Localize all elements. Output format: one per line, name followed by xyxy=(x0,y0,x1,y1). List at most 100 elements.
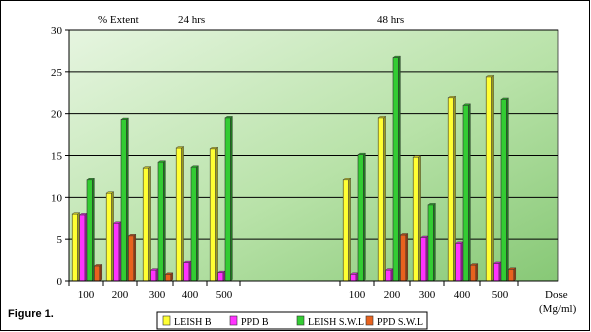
bar-front xyxy=(120,119,127,282)
y-tick-label: 25 xyxy=(51,67,63,79)
bar-front xyxy=(455,243,462,282)
bar-ppd-s-w-l-2 xyxy=(164,272,174,282)
bar-leish-b-4 xyxy=(209,146,219,282)
bar-side xyxy=(215,146,218,282)
bar-front xyxy=(142,167,149,282)
x-tick-label: 200 xyxy=(112,289,129,301)
bar-top xyxy=(164,272,174,275)
bar-leish-s-w-l-7 xyxy=(427,202,436,282)
bar-front xyxy=(209,148,216,282)
bars xyxy=(71,55,517,282)
bar-side xyxy=(363,152,366,282)
y-axis-title: % Extent xyxy=(98,14,139,26)
bar-front xyxy=(79,214,86,282)
bar-ppd-b-7 xyxy=(420,235,429,282)
bar-ppd-b-8 xyxy=(455,241,464,282)
bar-front xyxy=(71,213,78,282)
bar-leish-s-w-l-2 xyxy=(157,160,166,282)
bar-front xyxy=(157,161,164,282)
bar-front xyxy=(357,154,364,282)
bar-side xyxy=(230,115,233,282)
legend-swatch xyxy=(229,315,238,326)
bar-side xyxy=(405,233,408,282)
x-tick-label: 300 xyxy=(419,289,436,301)
bar-ppd-s-w-l-9 xyxy=(507,267,517,282)
bar-front xyxy=(462,105,469,282)
x-axis-label: Dose xyxy=(545,289,568,301)
bar-top xyxy=(71,212,81,215)
bar-leish-s-w-l-8 xyxy=(462,103,471,282)
bar-front xyxy=(224,117,231,282)
bar-side xyxy=(491,74,494,282)
legend: LEISH B PPD B LEISH S.W.L PPD S.W.L xyxy=(162,315,423,328)
bar-top xyxy=(377,116,387,119)
bar-side xyxy=(163,160,166,282)
bar-leish-b-9 xyxy=(485,74,495,282)
legend-swatch xyxy=(162,315,171,326)
bar-top xyxy=(462,103,471,106)
bar-top xyxy=(357,152,366,155)
legend-swatch xyxy=(296,315,305,326)
bar-front xyxy=(493,263,500,282)
x-tick-label: 400 xyxy=(182,289,199,301)
bar-front xyxy=(508,268,515,282)
bar-top xyxy=(224,116,233,119)
bar-leish-b-8 xyxy=(447,95,457,282)
bar-leish-b-5 xyxy=(342,177,352,282)
bar-ppd-s-w-l-8 xyxy=(469,263,479,282)
bar-top xyxy=(412,155,422,158)
bar-top xyxy=(190,165,199,168)
bar-leish-s-w-l-1 xyxy=(120,117,129,282)
y-tick-label: 30 xyxy=(51,25,63,37)
bar-ppd-b-2 xyxy=(150,268,159,282)
bar-front xyxy=(86,179,93,282)
bar-top xyxy=(175,146,185,149)
bar-ppd-b-6 xyxy=(385,268,394,282)
bar-side xyxy=(148,166,151,282)
bar-front xyxy=(470,264,477,282)
bar-front xyxy=(412,156,419,282)
bar-leish-s-w-l-3 xyxy=(190,165,199,282)
group-label-24hrs: 24 hrs xyxy=(178,14,205,26)
x-tick-labels: 100 200 300 400 500 100 200 300 400 500 xyxy=(68,281,519,301)
bar-side xyxy=(513,267,516,282)
bar-side xyxy=(475,263,478,282)
y-tick-label: 20 xyxy=(51,109,63,121)
bar-front xyxy=(150,269,157,282)
bar-ppd-b-3 xyxy=(183,260,192,282)
legend-label: PPD B xyxy=(241,317,269,328)
bar-top xyxy=(427,203,436,206)
y-tick-label: 0 xyxy=(57,276,63,288)
bar-ppd-s-w-l-1 xyxy=(127,233,137,282)
bar-side xyxy=(92,177,95,282)
bar-front xyxy=(392,57,399,282)
bar-ppd-s-w-l-6 xyxy=(399,233,409,282)
bar-leish-b-0 xyxy=(71,212,81,282)
bar-side xyxy=(348,177,351,282)
bar-ppd-b-4 xyxy=(217,270,226,282)
bar-front xyxy=(165,274,172,282)
bar-leish-b-6 xyxy=(377,115,387,282)
bar-front xyxy=(377,117,384,282)
x-tick-label: 500 xyxy=(216,289,233,301)
y-tick-label: 5 xyxy=(57,234,63,246)
bar-top xyxy=(447,96,457,98)
bar-leish-s-w-l-0 xyxy=(86,177,96,282)
bar-front xyxy=(94,265,101,282)
legend-swatch xyxy=(365,315,374,326)
bar-leish-b-7 xyxy=(412,155,422,282)
bar-front xyxy=(190,166,197,282)
bar-top xyxy=(342,178,352,180)
bar-front xyxy=(500,99,507,282)
bar-front xyxy=(485,76,492,282)
bar-front xyxy=(447,97,454,282)
bar-top xyxy=(93,264,103,267)
bar-side xyxy=(196,165,199,282)
bar-top xyxy=(469,263,479,266)
x-tick-label: 300 xyxy=(149,289,166,301)
bar-top xyxy=(507,267,517,270)
legend-label: LEISH B xyxy=(174,317,212,328)
bar-ppd-b-5 xyxy=(350,272,359,282)
bar-leish-s-w-l-5 xyxy=(357,152,366,282)
